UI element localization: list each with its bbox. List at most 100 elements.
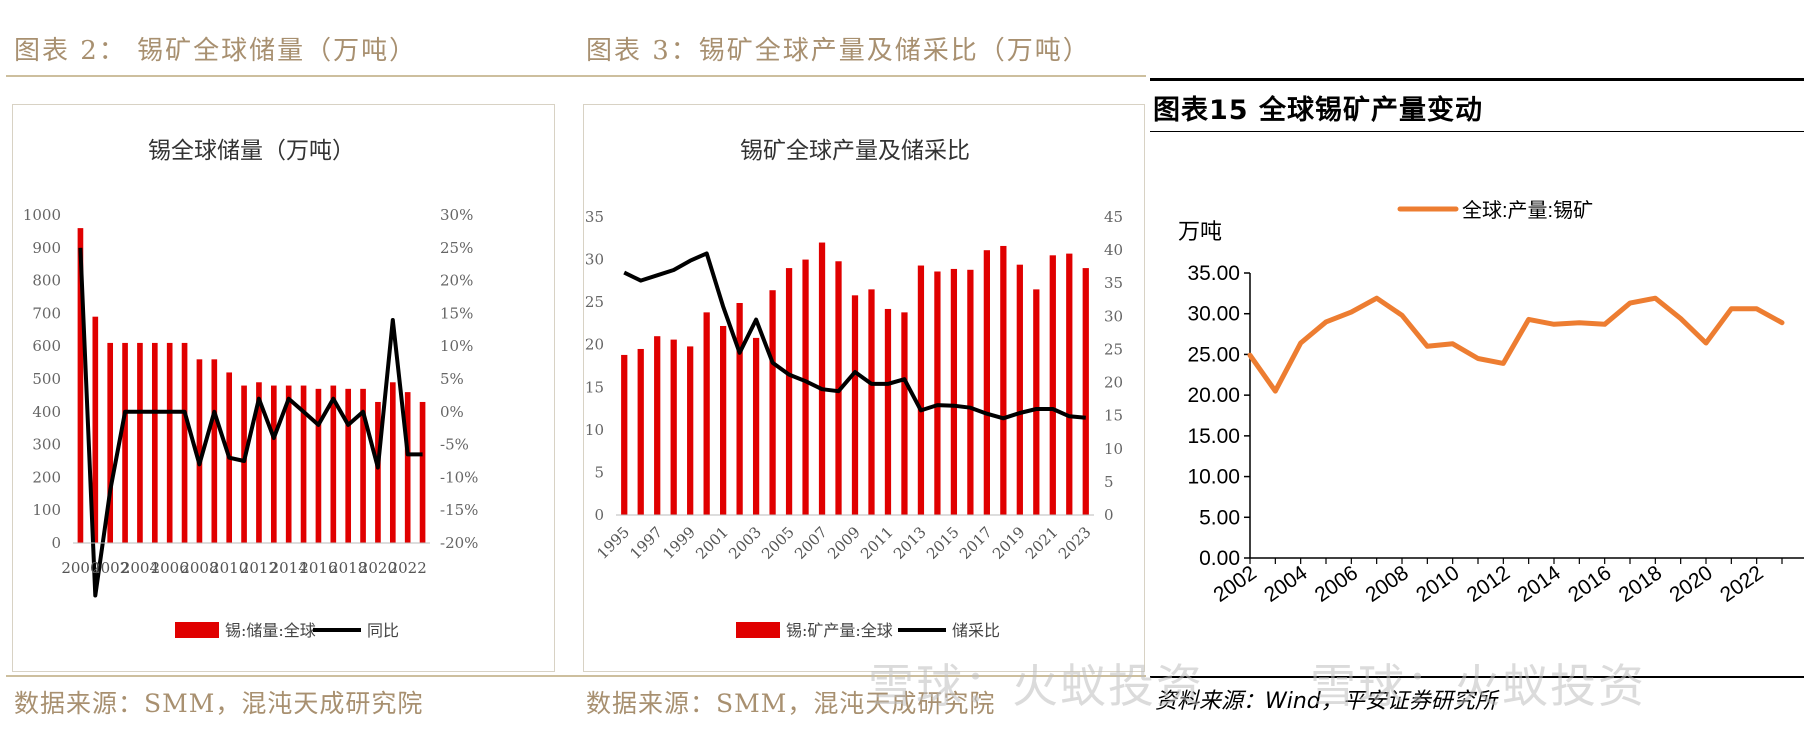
x-tick-label: 2015 (923, 523, 963, 563)
y-tick-label: 10.00 (1187, 466, 1240, 489)
y2-tick-label: -5% (440, 436, 469, 454)
y-tick-label: 20.00 (1187, 384, 1240, 407)
x-tick-label: 2017 (956, 523, 996, 563)
bar (785, 268, 793, 515)
bar (107, 342, 114, 543)
bar (181, 342, 188, 543)
bar (868, 289, 875, 515)
chart-title: 锡矿全球产量及储采比 (740, 138, 970, 164)
bar (1082, 268, 1089, 515)
bar (241, 385, 247, 543)
right-chart-output: 万吨 0.00 5.00 10.00 15.00 20.00 25.00 30.00 35.00… (1178, 199, 1804, 607)
series-line-output (1247, 295, 1785, 394)
x-tick-label: 1995 (593, 523, 633, 563)
y-tick-label: 1000 (23, 206, 61, 224)
watermark-2: 雪球：火蚁投资 (1310, 659, 1646, 713)
y2-tick-label: 10% (440, 337, 473, 355)
left-chart-frame (12, 104, 555, 672)
y2-tick-label: 25% (440, 239, 473, 257)
y-tick-label: 30 (585, 251, 604, 269)
y2-tick-label: 5% (440, 370, 464, 388)
y-tick-label: 30.00 (1187, 303, 1240, 326)
bar (300, 385, 307, 543)
y-tick-label: 0.00 (1199, 547, 1240, 570)
bar (1000, 245, 1007, 515)
x-tick-label: 2019 (989, 523, 1029, 563)
right-footer-rule (1150, 676, 1804, 678)
x-tick-label: 2004 (1260, 561, 1312, 607)
right-header-rule-top (1150, 78, 1804, 81)
x-tick-label: 2016 (299, 559, 337, 577)
y-tick-label: 35 (585, 208, 604, 226)
bar (122, 342, 128, 543)
bar (818, 242, 826, 516)
y2-tick-label: 25 (1104, 340, 1123, 358)
x-tick-label: 2022 (1716, 561, 1767, 607)
bar (151, 342, 158, 543)
x-tick-label: 2020 (1665, 561, 1716, 607)
y-tick-label: 200 (32, 468, 61, 486)
bar (211, 359, 218, 543)
y2-tick-label: 0% (440, 403, 464, 421)
x-tick-label: 2008 (180, 559, 218, 577)
y2-tick-label: 30 (1104, 307, 1123, 325)
bar (851, 295, 859, 515)
watermark-1: 雪球：火蚁投资 (868, 659, 1204, 713)
x-tick-label: 2000 (61, 559, 99, 577)
mid-footer-rule (566, 675, 1146, 677)
bar (419, 401, 426, 543)
y-tick-label: 300 (32, 436, 61, 454)
bar (389, 382, 396, 543)
y2-tick-label: -15% (440, 501, 478, 519)
y-tick-label: 15.00 (1187, 425, 1240, 448)
bar (917, 265, 925, 515)
x-tick-label: 2010 (1412, 561, 1463, 607)
y2-tick-label: 5 (1104, 473, 1114, 491)
y2-tick-label: 15 (1104, 407, 1123, 425)
bar (736, 302, 743, 515)
legend-label-bars: 锡:储量:全球 (225, 621, 316, 640)
bar (256, 382, 262, 543)
bar (901, 312, 908, 515)
bar (330, 385, 337, 543)
x-tick-label: 2016 (1564, 561, 1615, 607)
series-line-ratio (623, 251, 1086, 421)
bar (1049, 255, 1056, 516)
bar (637, 348, 644, 515)
mid-chart-production: 锡矿全球产量及储采比 0 5 10 15 20 25 30 35 0 5 10 15 20 25 30 35 40… (585, 138, 1123, 640)
legend-swatch-bars (175, 622, 219, 638)
x-tick-label: 2009 (824, 523, 864, 563)
y-tick-label: 600 (32, 337, 61, 355)
bar (1033, 289, 1040, 515)
y-tick-label: 5.00 (1199, 506, 1240, 529)
x-tick-label: 2005 (758, 523, 798, 563)
x-tick-label: 2007 (791, 523, 831, 563)
x-tick-label: 1997 (626, 523, 666, 563)
x-tick-label: 2014 (1513, 561, 1565, 607)
y-tick-label: 500 (32, 370, 61, 388)
y-tick-label: 15 (585, 378, 604, 396)
x-tick-label: 2018 (1615, 561, 1666, 607)
y-tick-label: 700 (32, 304, 61, 322)
y2-tick-label: -20% (440, 534, 478, 552)
x-tick-label: 2018 (329, 559, 367, 577)
legend-label-line: 储采比 (952, 621, 1000, 640)
bar (654, 336, 661, 515)
bar (934, 271, 941, 515)
left-footer-rule (6, 675, 566, 677)
x-tick-label: 2012 (1463, 561, 1514, 607)
bar (137, 342, 143, 543)
bar (92, 316, 99, 543)
bar (621, 354, 628, 515)
y-axis-unit: 万吨 (1178, 219, 1222, 244)
bar (884, 308, 892, 515)
x-tick-label: 2008 (1361, 561, 1412, 607)
x-tick-label: 2006 (1311, 561, 1362, 607)
x-tick-label: 2011 (857, 523, 897, 563)
bar (752, 337, 760, 515)
y2-tick-label: 0 (1104, 506, 1114, 524)
x-tick-label: 2012 (240, 559, 278, 577)
x-tick-label: 2001 (692, 523, 732, 563)
bar (360, 388, 366, 543)
left-chart-reserves: 锡全球储量（万吨） 0 100 200 300 400 500 600 700 800 900 100… (23, 138, 479, 640)
